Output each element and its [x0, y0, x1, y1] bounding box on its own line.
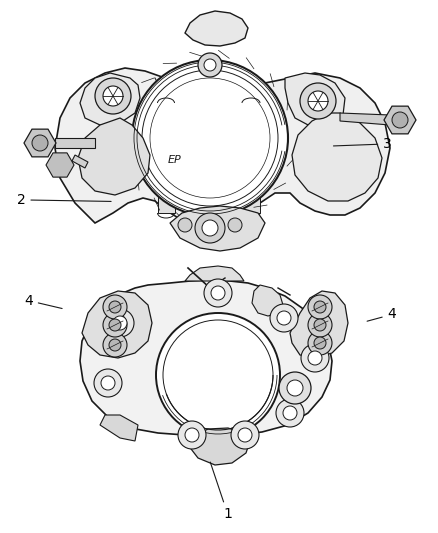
Circle shape [308, 91, 328, 111]
Circle shape [308, 331, 332, 355]
Circle shape [238, 428, 252, 442]
Circle shape [113, 316, 127, 330]
Circle shape [198, 53, 222, 77]
Circle shape [94, 369, 122, 397]
Polygon shape [340, 113, 390, 125]
Circle shape [109, 301, 121, 313]
Circle shape [109, 339, 121, 351]
Polygon shape [82, 291, 152, 358]
Text: 4: 4 [24, 294, 62, 309]
Circle shape [283, 406, 297, 420]
Circle shape [103, 333, 127, 357]
Polygon shape [285, 73, 345, 126]
Circle shape [156, 313, 280, 437]
Circle shape [301, 344, 329, 372]
Polygon shape [72, 155, 88, 168]
Circle shape [185, 428, 199, 442]
Polygon shape [80, 280, 332, 436]
Polygon shape [158, 103, 175, 213]
Circle shape [287, 380, 303, 396]
Circle shape [103, 313, 127, 337]
Circle shape [231, 421, 259, 449]
Polygon shape [78, 118, 150, 195]
Circle shape [204, 279, 232, 307]
Polygon shape [100, 415, 138, 441]
Polygon shape [55, 68, 390, 228]
Polygon shape [252, 285, 283, 316]
Circle shape [204, 59, 216, 71]
Text: 1: 1 [210, 462, 232, 521]
Polygon shape [55, 138, 95, 148]
Circle shape [103, 295, 127, 319]
Circle shape [103, 86, 123, 106]
Circle shape [270, 304, 298, 332]
Circle shape [132, 60, 288, 216]
Text: 4: 4 [367, 308, 396, 321]
Circle shape [32, 135, 48, 151]
Polygon shape [46, 153, 74, 177]
Text: 2: 2 [17, 193, 111, 207]
Circle shape [314, 337, 326, 349]
Circle shape [300, 83, 336, 119]
Text: EP: EP [168, 155, 182, 165]
Polygon shape [170, 206, 265, 251]
Circle shape [314, 319, 326, 331]
Circle shape [178, 421, 206, 449]
Circle shape [277, 311, 291, 325]
Polygon shape [24, 129, 56, 157]
Circle shape [308, 295, 332, 319]
Circle shape [276, 399, 304, 427]
Polygon shape [80, 73, 140, 125]
Polygon shape [242, 103, 260, 213]
Polygon shape [290, 291, 348, 358]
Circle shape [308, 351, 322, 365]
Circle shape [314, 301, 326, 313]
Circle shape [109, 319, 121, 331]
Polygon shape [185, 11, 248, 46]
Circle shape [211, 286, 225, 300]
Circle shape [228, 218, 242, 232]
Circle shape [178, 218, 192, 232]
Circle shape [95, 78, 131, 114]
Circle shape [101, 376, 115, 390]
Circle shape [195, 213, 225, 243]
Polygon shape [185, 266, 244, 281]
Polygon shape [384, 106, 416, 134]
Circle shape [392, 112, 408, 128]
Circle shape [106, 309, 134, 337]
Circle shape [308, 313, 332, 337]
Circle shape [279, 372, 311, 404]
Polygon shape [188, 428, 250, 465]
Polygon shape [292, 113, 382, 201]
Circle shape [202, 220, 218, 236]
Text: 3: 3 [333, 137, 392, 151]
